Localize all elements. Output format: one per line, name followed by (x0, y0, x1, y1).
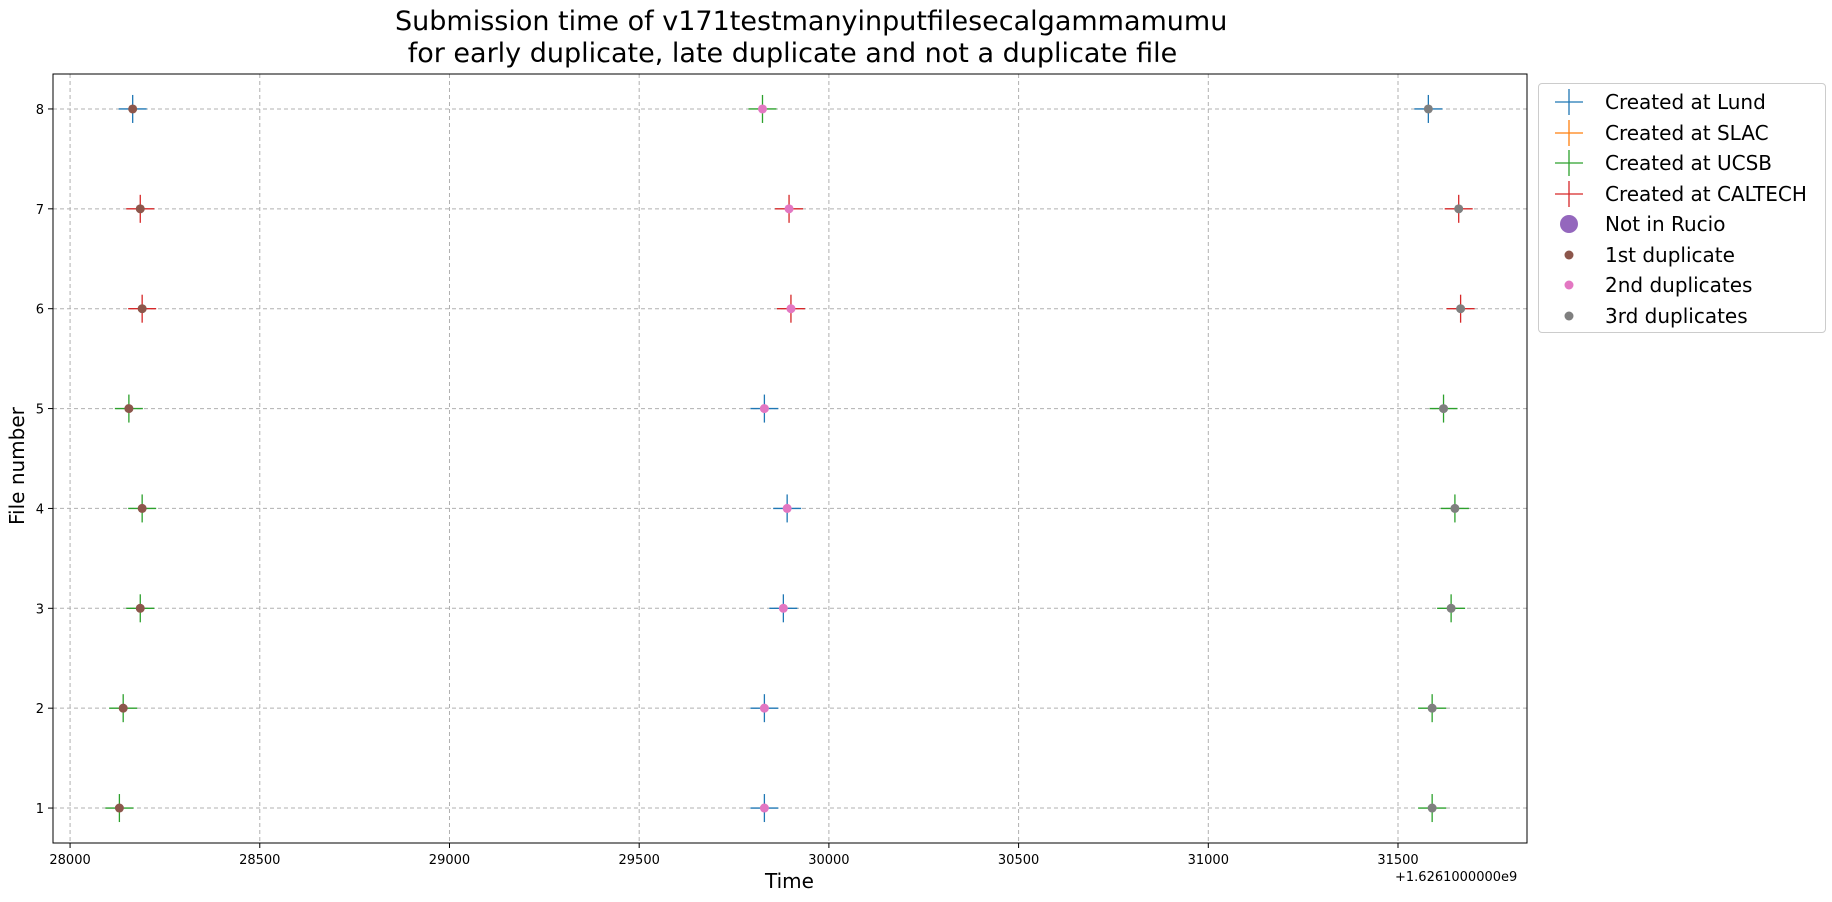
legend-label: Not in Rucio (1605, 212, 1726, 236)
dot-marker-3rd-duplicates (1454, 204, 1464, 214)
y-tick-label: 6 (36, 303, 44, 318)
chart-title-line-1: Submission time of v171testmanyinputfile… (395, 6, 1228, 37)
legend-item-created-at-caltech: Created at CALTECH (1539, 180, 1825, 208)
dot-marker-1st-duplicate (137, 304, 147, 314)
x-tick-label: 31000 (1188, 853, 1229, 868)
legend-dot (1564, 311, 1574, 320)
legend-item-2nd-duplicates: 2nd duplicates (1539, 271, 1825, 299)
dot-marker-1st-duplicate (137, 503, 147, 513)
chart-title-line-2: for early duplicate, late duplicate and … (407, 38, 1178, 69)
legend-swatch-3rd-duplicates (1564, 311, 1574, 320)
x-tick-label: 29000 (429, 853, 470, 868)
legend-item-3rd-duplicates: 3rd duplicates (1539, 302, 1825, 330)
data-marks (105, 94, 1475, 823)
dot-marker-1st-duplicate (128, 104, 138, 114)
dot-marker-1st-duplicate (135, 204, 145, 214)
dot-marker-2nd-duplicates (786, 304, 796, 314)
dot-marker-3rd-duplicates (1427, 803, 1437, 813)
axis-ticks: 28000 28500 29000 29500 30000 30500 31000 31500… (36, 103, 1419, 868)
x-tick-label: 31500 (1377, 853, 1418, 868)
legend-swatch-not-in-rucio (1560, 215, 1578, 233)
legend-swatch-created-at-caltech (1555, 180, 1583, 207)
legend-item-not-in-rucio: Not in Rucio (1539, 210, 1825, 238)
dot-marker-1st-duplicate (135, 603, 145, 613)
legend: Created at Lund Created at SLAC Created at… (1538, 83, 1826, 333)
y-tick-label: 7 (36, 203, 44, 218)
legend-label: 1st duplicate (1605, 242, 1735, 267)
dot-marker-3rd-duplicates (1427, 703, 1437, 713)
legend-swatch-created-at-slac (1555, 119, 1583, 146)
y-tick-label: 2 (36, 702, 44, 717)
dot-marker-2nd-duplicates (782, 503, 792, 513)
legend-dot (1560, 215, 1578, 233)
legend-label: Created at UCSB (1605, 151, 1772, 175)
legend-dot (1564, 280, 1574, 290)
dot-marker-3rd-duplicates (1423, 104, 1433, 114)
legend-item-created-at-ucsb: Created at UCSB (1539, 149, 1825, 177)
legend-label: Created at CALTECH (1605, 181, 1807, 206)
legend-swatch-2nd-duplicates (1564, 280, 1574, 290)
legend-label: 3rd duplicates (1605, 303, 1748, 328)
legend-dot (1564, 250, 1574, 259)
legend-label: 2nd duplicates (1605, 273, 1753, 297)
y-tick-label: 8 (36, 103, 44, 118)
grid (53, 74, 1527, 843)
dot-marker-2nd-duplicates (759, 703, 769, 713)
dot-marker-1st-duplicate (118, 703, 128, 713)
plot-frame (52, 73, 1528, 844)
dot-marker-3rd-duplicates (1446, 603, 1456, 613)
dot-marker-2nd-duplicates (759, 803, 769, 813)
dot-marker-2nd-duplicates (757, 104, 767, 114)
x-tick-label: 28500 (239, 853, 280, 868)
dot-marker-1st-duplicate (114, 803, 124, 813)
dot-marker-2nd-duplicates (759, 404, 769, 414)
x-offset-text: +1.6261000000e9 (1395, 870, 1518, 885)
x-tick-label: 30000 (808, 853, 849, 868)
dot-marker-2nd-duplicates (784, 204, 794, 214)
x-tick-label: 29500 (619, 853, 660, 868)
legend-label: Created at SLAC (1605, 120, 1769, 145)
legend-item-created-at-slac: Created at SLAC (1539, 119, 1825, 147)
dot-marker-3rd-duplicates (1456, 304, 1466, 314)
x-tick-label: 30500 (998, 853, 1039, 868)
y-axis-label: File number (5, 407, 29, 525)
legend-item-created-at-lund: Created at Lund (1539, 88, 1825, 116)
legend-swatch-created-at-ucsb (1555, 150, 1583, 176)
dot-marker-2nd-duplicates (778, 603, 788, 613)
x-axis-label: Time (765, 869, 814, 893)
y-tick-label: 4 (36, 502, 44, 517)
legend-swatch-1st-duplicate (1564, 250, 1574, 259)
dot-marker-3rd-duplicates (1450, 503, 1460, 513)
dot-marker-3rd-duplicates (1439, 404, 1449, 414)
legend-label: Created at Lund (1605, 90, 1766, 114)
dot-marker-1st-duplicate (124, 404, 134, 414)
y-tick-label: 1 (36, 802, 44, 817)
y-tick-label: 5 (36, 403, 44, 418)
x-tick-label: 28000 (49, 853, 90, 868)
legend-swatch-created-at-lund (1555, 89, 1583, 115)
y-tick-label: 3 (36, 602, 44, 617)
legend-item-1st-duplicate: 1st duplicate (1539, 241, 1825, 269)
